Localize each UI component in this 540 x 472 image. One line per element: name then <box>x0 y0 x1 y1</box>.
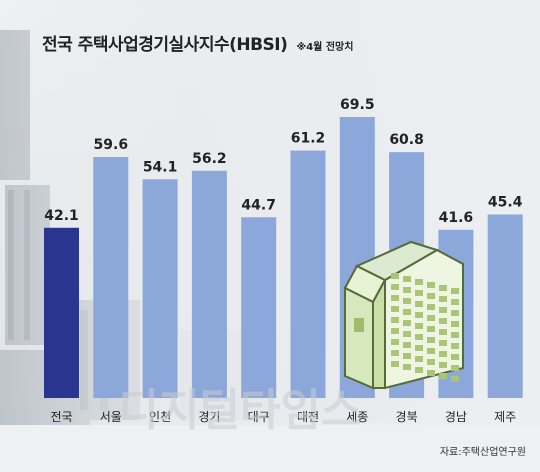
chart-subtitle: ※4월 전망치 <box>296 42 354 53</box>
bar-서울 <box>93 157 129 398</box>
value-label: 61.2 <box>291 131 326 147</box>
bar-제주 <box>487 214 523 398</box>
value-label: 54.1 <box>143 159 178 175</box>
category-label: 인천 <box>149 409 171 424</box>
categories-layer: 전국 서울 인천 경기 대구 대전 세종 경북 경남 제주 <box>50 409 516 424</box>
value-label: 56.2 <box>192 151 227 167</box>
labels-layer: 42.1 59.6 54.1 56.2 44.7 61.2 69.5 60.8 41.6 45.4 <box>44 97 523 226</box>
bar-대구 <box>241 217 277 398</box>
value-label: 60.8 <box>389 132 424 148</box>
bars-layer <box>44 117 523 398</box>
category-label: 경남 <box>445 410 467 424</box>
category-label: 경북 <box>396 410 418 424</box>
category-label: 세종 <box>346 410 368 424</box>
watermark: 디지털타임스 <box>119 385 362 436</box>
value-label: 45.4 <box>488 194 523 210</box>
bar-인천 <box>142 179 178 398</box>
value-label: 42.1 <box>44 208 79 224</box>
category-label: 제주 <box>494 410 516 424</box>
value-label: 41.6 <box>439 210 474 226</box>
chart-title-group: 전국 주택사업경기실사지수(HBSI) ※4월 전망치 <box>42 30 353 55</box>
bar-대전 <box>290 150 326 398</box>
source-note: 자료:주택산업연구원 <box>439 447 526 458</box>
category-label: 대구 <box>248 410 270 424</box>
category-label: 경기 <box>198 410 220 424</box>
value-label: 69.5 <box>340 97 375 113</box>
value-label: 44.7 <box>241 197 276 213</box>
category-label: 대전 <box>297 410 319 424</box>
chart-title: 전국 주택사업경기실사지수(HBSI) <box>42 35 288 55</box>
bar-전국 <box>44 227 79 398</box>
category-label: 전국 <box>50 410 72 424</box>
building-illustration <box>343 240 464 390</box>
value-label: 59.6 <box>94 137 129 153</box>
category-label: 서울 <box>100 410 122 424</box>
bar-경기 <box>191 170 227 398</box>
